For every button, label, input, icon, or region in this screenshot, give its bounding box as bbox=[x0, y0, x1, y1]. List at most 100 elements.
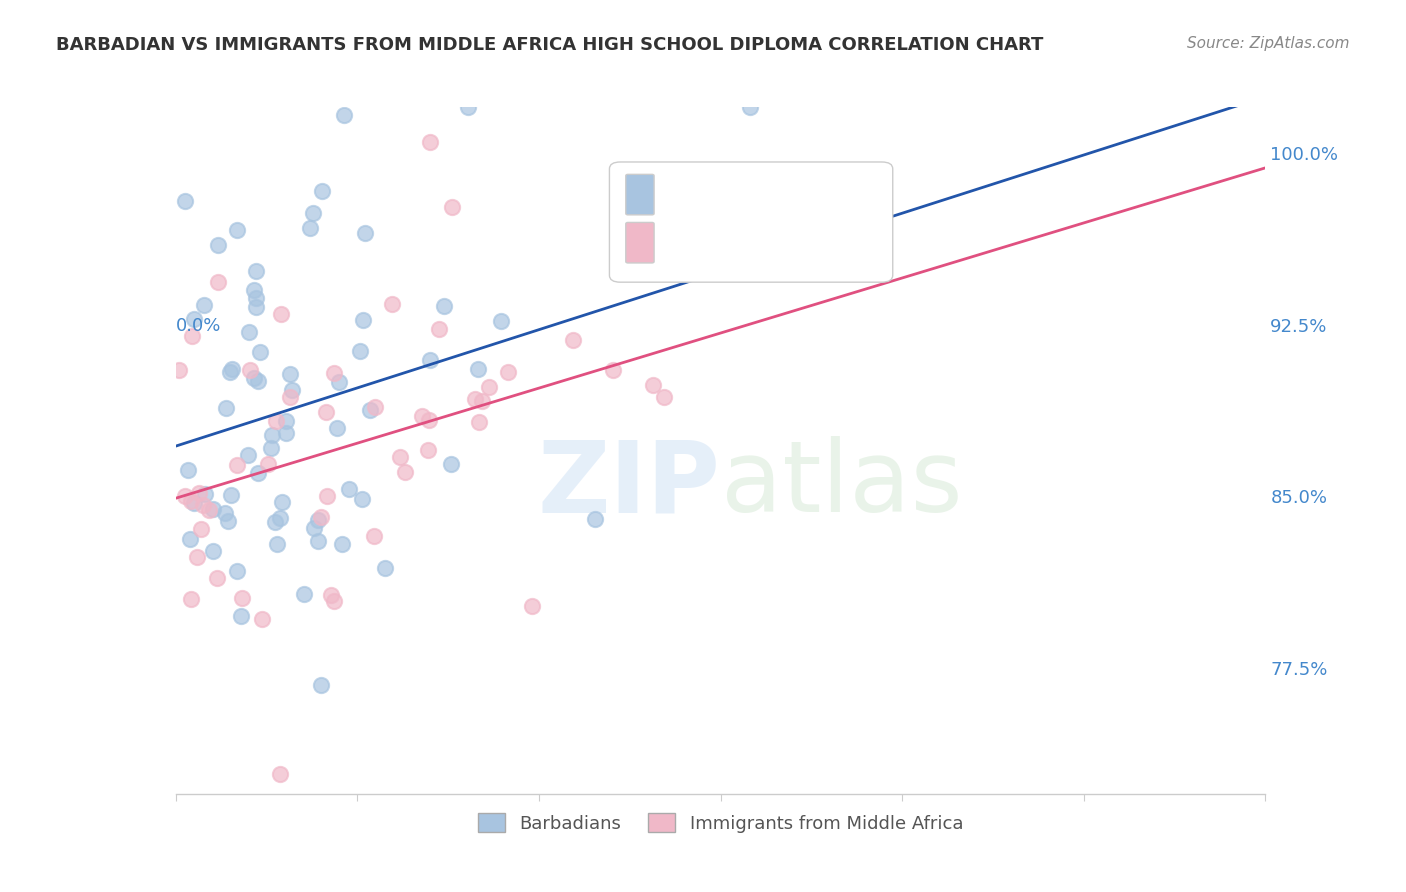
Text: BARBADIAN VS IMMIGRANTS FROM MIDDLE AFRICA HIGH SCHOOL DIPLOMA CORRELATION CHART: BARBADIAN VS IMMIGRANTS FROM MIDDLE AFRI… bbox=[56, 36, 1043, 54]
Point bbox=[183, 496, 205, 510]
Legend: Barbadians, Immigrants from Middle Africa: Barbadians, Immigrants from Middle Afric… bbox=[471, 806, 970, 839]
Point bbox=[457, 100, 479, 114]
Point bbox=[471, 394, 494, 409]
Point bbox=[239, 363, 262, 377]
Point bbox=[173, 194, 195, 208]
Point bbox=[236, 448, 259, 462]
Point bbox=[180, 328, 202, 343]
Point bbox=[263, 516, 285, 530]
Point bbox=[298, 220, 321, 235]
Point bbox=[252, 612, 274, 626]
Point bbox=[194, 487, 217, 501]
Point bbox=[354, 226, 377, 240]
Point bbox=[520, 599, 543, 614]
Point bbox=[247, 374, 270, 388]
Point bbox=[191, 498, 214, 512]
Point bbox=[302, 521, 325, 535]
Point bbox=[309, 678, 332, 692]
Point bbox=[193, 298, 215, 312]
Point bbox=[219, 365, 242, 379]
Point bbox=[394, 466, 416, 480]
Point bbox=[332, 108, 354, 122]
Point bbox=[225, 223, 247, 237]
Point bbox=[207, 275, 229, 289]
Text: ZIP: ZIP bbox=[537, 436, 721, 533]
Point bbox=[278, 367, 301, 381]
Point bbox=[207, 237, 229, 252]
Point bbox=[738, 100, 761, 114]
Point bbox=[349, 343, 371, 358]
Point bbox=[337, 482, 360, 496]
Point bbox=[249, 344, 271, 359]
Point bbox=[266, 537, 288, 551]
Point bbox=[177, 463, 200, 477]
Point bbox=[419, 135, 441, 149]
Point bbox=[381, 297, 404, 311]
Point bbox=[316, 489, 339, 503]
Point bbox=[652, 390, 675, 404]
Point bbox=[246, 466, 269, 480]
Point bbox=[489, 314, 512, 328]
Point bbox=[307, 534, 329, 549]
Point bbox=[214, 506, 236, 520]
Point bbox=[583, 512, 606, 526]
Point bbox=[197, 503, 219, 517]
Point bbox=[467, 361, 489, 376]
Point bbox=[363, 529, 385, 543]
Point bbox=[274, 414, 297, 428]
Point bbox=[328, 375, 350, 389]
Point bbox=[238, 325, 260, 339]
Point bbox=[169, 363, 191, 377]
Point bbox=[270, 308, 292, 322]
Point bbox=[264, 413, 287, 427]
Point bbox=[427, 322, 450, 336]
Point bbox=[190, 523, 212, 537]
Point bbox=[330, 537, 353, 551]
Text: R = 0.268   N = 67: R = 0.268 N = 67 bbox=[655, 180, 841, 199]
Point bbox=[215, 401, 238, 415]
Point bbox=[374, 561, 396, 575]
Point bbox=[440, 457, 463, 471]
FancyBboxPatch shape bbox=[626, 174, 654, 215]
Point bbox=[388, 450, 411, 465]
Point bbox=[217, 515, 239, 529]
Point bbox=[280, 390, 302, 404]
Point bbox=[180, 494, 202, 508]
Point bbox=[257, 457, 280, 471]
Point bbox=[363, 401, 385, 415]
Point bbox=[411, 409, 433, 424]
Point bbox=[225, 564, 247, 578]
Point bbox=[205, 571, 228, 585]
Point bbox=[311, 510, 333, 524]
Point bbox=[307, 513, 329, 527]
Point bbox=[780, 244, 803, 258]
Point bbox=[468, 415, 491, 429]
Point bbox=[464, 392, 486, 407]
Point bbox=[243, 371, 266, 385]
Point bbox=[325, 420, 347, 434]
FancyBboxPatch shape bbox=[626, 222, 654, 263]
Point bbox=[323, 366, 346, 380]
Point bbox=[302, 206, 325, 220]
Text: R = 0.371   N = 48: R = 0.371 N = 48 bbox=[655, 228, 841, 247]
Text: Source: ZipAtlas.com: Source: ZipAtlas.com bbox=[1187, 36, 1350, 51]
Point bbox=[419, 353, 441, 368]
Point bbox=[323, 593, 346, 607]
Point bbox=[440, 200, 463, 214]
Point bbox=[221, 361, 243, 376]
Point bbox=[311, 185, 333, 199]
Point bbox=[352, 313, 374, 327]
Point bbox=[359, 402, 381, 417]
Point bbox=[226, 458, 249, 472]
Point bbox=[274, 426, 297, 441]
Point bbox=[179, 533, 201, 547]
Point bbox=[271, 495, 294, 509]
Point bbox=[188, 486, 211, 500]
Point bbox=[350, 491, 373, 506]
Point bbox=[269, 767, 291, 781]
Point bbox=[602, 363, 624, 377]
FancyBboxPatch shape bbox=[609, 162, 893, 282]
Point bbox=[418, 413, 440, 427]
Point bbox=[242, 284, 264, 298]
Point bbox=[562, 333, 585, 347]
